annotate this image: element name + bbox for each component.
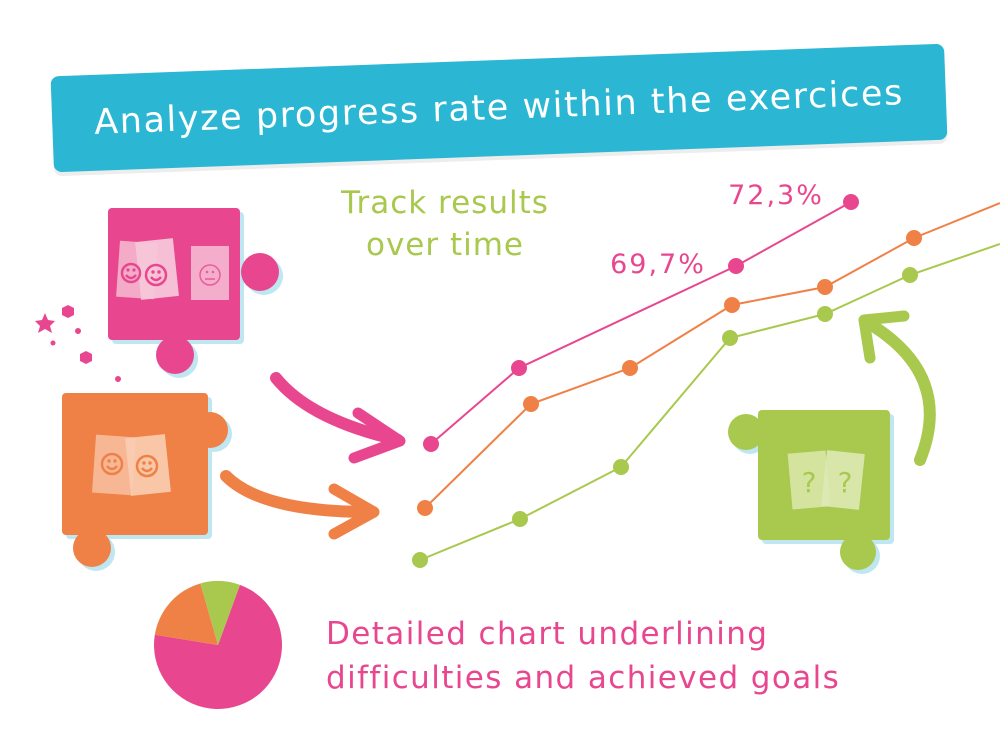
- green-cards: ? ?: [787, 450, 865, 510]
- data-point-2-0: [412, 552, 428, 568]
- series-line-2: [419, 243, 1000, 561]
- line-chart: 69,7% 72,3%: [412, 180, 1000, 568]
- data-point-1-2: [622, 360, 638, 376]
- data-point-2-2: [613, 459, 629, 475]
- data-label-0: 69,7%: [610, 249, 706, 280]
- pie-slice-1: [154, 583, 218, 645]
- track-results-caption: Track results over time: [320, 182, 570, 266]
- pie-chart-icon: [154, 581, 282, 710]
- arrow-icon: [864, 318, 936, 466]
- green-arrow: [858, 310, 936, 466]
- data-point-1-5: [906, 230, 922, 246]
- confetti: [35, 305, 121, 382]
- detail-line-1: Detailed chart underlining: [326, 616, 769, 652]
- hexagon-icon: [62, 305, 74, 318]
- question-mark-icon: ?: [838, 466, 853, 499]
- orange-puzzle-piece: [62, 393, 232, 571]
- pink-cards: [116, 238, 229, 300]
- neutral-face-icon: [199, 264, 221, 286]
- data-point-1-0: [417, 500, 433, 516]
- data-point-2-4: [817, 306, 833, 322]
- arrow-icon: [270, 372, 404, 446]
- pink-arrow: [270, 372, 406, 464]
- dot-icon: [75, 328, 81, 334]
- data-point-1-3: [724, 297, 740, 313]
- star-icon: [35, 313, 55, 333]
- green-puzzle-piece: ? ?: [728, 410, 894, 574]
- pie-slice-0: [154, 584, 282, 710]
- orange-arrow: [220, 470, 380, 540]
- data-point-0-1: [511, 360, 527, 376]
- detail-line-2: difficulties and achieved goals: [326, 660, 841, 696]
- orange-cards: [92, 434, 171, 496]
- detailed-chart-caption: Detailed chart underlining difficulties …: [326, 612, 986, 700]
- smiley-face-icon: [135, 454, 159, 478]
- smiley-face-icon: [144, 263, 168, 287]
- data-point-2-1: [512, 511, 528, 527]
- data-label-1: 72,3%: [728, 180, 824, 211]
- smiley-face-icon: [120, 262, 142, 284]
- data-point-2-3: [722, 330, 738, 346]
- hexagon-icon: [80, 351, 92, 364]
- data-point-1-4: [817, 279, 833, 295]
- data-point-2-5: [902, 267, 918, 283]
- question-mark-icon: ?: [802, 466, 817, 499]
- data-point-0-0: [423, 436, 439, 452]
- pink-puzzle-piece: [108, 208, 283, 378]
- series-line-0: [430, 201, 852, 445]
- dot-icon: [115, 376, 121, 382]
- track-line-1: Track results: [341, 185, 549, 221]
- data-point-0-3: [843, 194, 859, 210]
- arrow-icon: [220, 470, 376, 518]
- data-point-1-1: [523, 396, 539, 412]
- track-line-2: over time: [365, 227, 525, 263]
- pie-slice-2: [200, 581, 240, 645]
- data-point-0-2: [728, 258, 744, 274]
- dot-icon: [50, 340, 56, 346]
- smiley-face-icon: [100, 452, 124, 476]
